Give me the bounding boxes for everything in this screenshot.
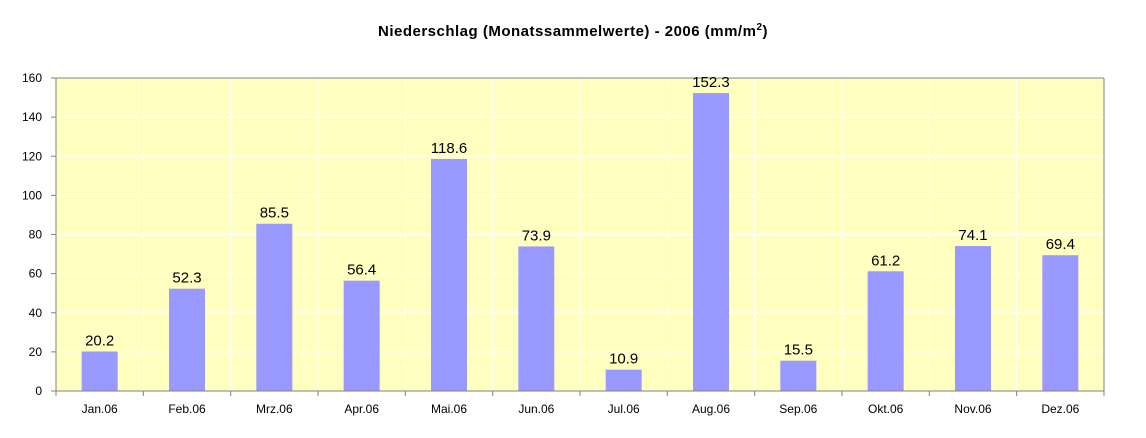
bar	[518, 246, 555, 391]
bar	[256, 223, 293, 391]
x-tick-label: Mrz.06	[256, 402, 293, 416]
bar	[780, 360, 817, 391]
x-tick-labels: Jan.06 Feb.06 Mrz.06 Apr.06 Mai.06 Jun.06 Jul.…	[82, 402, 1080, 416]
bar	[169, 288, 205, 391]
x-tick-label: Dez.06	[1041, 402, 1079, 416]
bar	[81, 351, 118, 391]
data-label: 56.4	[347, 262, 376, 279]
data-label: 10.9	[609, 351, 638, 368]
y-tick-label: 60	[29, 267, 43, 281]
data-label: 152.3	[692, 74, 730, 91]
bar	[431, 158, 467, 391]
chart-title: Niederschlag (Monatssammelwerte) - 2006 …	[377, 22, 769, 40]
bar	[867, 271, 904, 391]
y-tick-label: 80	[29, 228, 43, 242]
x-tick-label: Apr.06	[344, 402, 379, 416]
data-label: 15.5	[784, 342, 813, 359]
x-tick-label: Jan.06	[82, 402, 118, 416]
y-tick-label: 40	[29, 306, 43, 320]
x-tick-label: Mai.06	[431, 402, 467, 416]
bar	[343, 280, 380, 391]
x-tick-label: Jul.06	[608, 402, 640, 416]
data-label: 73.9	[522, 227, 551, 244]
x-tick-label: Feb.06	[168, 402, 206, 416]
y-tick-label: 160	[22, 71, 42, 85]
data-label: 61.2	[871, 252, 900, 269]
x-tick-label: Sep.06	[779, 402, 817, 416]
x-tick-label: Jun.06	[518, 402, 554, 416]
data-label: 74.1	[958, 227, 987, 244]
data-label: 85.5	[260, 205, 289, 222]
bar	[1042, 255, 1079, 391]
y-tick-labels: 0 20 40 60 80 100 120 140 160	[22, 71, 42, 398]
y-tick-label: 100	[22, 188, 42, 202]
data-label: 52.3	[172, 270, 201, 287]
x-tick-label: Aug.06	[692, 402, 730, 416]
x-tick-label: Okt.06	[868, 402, 904, 416]
data-label: 118.6	[431, 140, 467, 157]
y-tick-label: 0	[35, 384, 42, 398]
data-labels: 20.2 52.3 85.5 56.4 118.6 73.9 10.9 152.3 15.5 61…	[85, 74, 1075, 368]
bar	[693, 93, 729, 392]
y-tick-label: 120	[22, 149, 42, 163]
y-tick-label: 140	[22, 110, 42, 124]
bar	[605, 369, 642, 391]
data-label: 20.2	[85, 332, 114, 349]
x-tick-label: Nov.06	[954, 402, 991, 416]
bars	[81, 93, 1079, 392]
bar	[955, 246, 991, 391]
axes	[51, 77, 1105, 396]
y-tick-label: 20	[29, 345, 43, 359]
data-label: 69.4	[1046, 236, 1075, 253]
